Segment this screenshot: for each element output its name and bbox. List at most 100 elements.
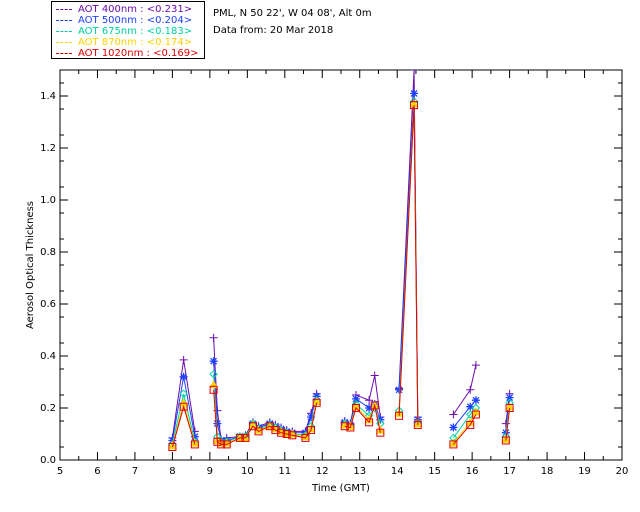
series-line [344,403,381,433]
data-point [179,389,188,398]
y-tick-label: 1.2 [40,143,56,154]
data-point [471,410,480,419]
legend-item-400nm: AOT 400nm : <0.231> [56,4,192,15]
data-point [312,398,321,407]
data-point [213,419,222,428]
data-point [449,423,458,432]
series-line [171,404,196,448]
legend-label-870nm: AOT 870nm : <0.174> [78,37,193,48]
x-tick-label: 16 [466,466,479,477]
data-point [395,385,404,394]
data-point [410,70,419,74]
series-3 [168,99,514,450]
data-point [501,419,510,428]
data-point [277,428,286,437]
x-tick-label: 15 [428,466,441,477]
data-point [248,420,258,429]
data-point [395,411,404,420]
series-line [505,407,511,441]
data-point [376,425,385,434]
data-point [209,357,218,366]
data-point [235,433,244,442]
series-0 [168,70,514,444]
legend-label-400nm: AOT 400nm : <0.231> [78,4,193,15]
data-point [307,413,316,422]
data-point [410,89,419,98]
data-point [179,402,188,411]
data-point [365,404,374,412]
site-info: PML, N 50 22', W 04 08', Alt 0m [213,8,372,19]
legend-swatch-400nm [56,8,72,10]
data-point [340,422,349,431]
x-axis-label: Time (GMT) [311,483,370,494]
data-point [190,432,199,441]
legend-label-500nm: AOT 500nm : <0.204> [78,15,193,26]
data-point [370,401,379,410]
x-tick-label: 12 [316,466,329,477]
data-point [346,423,355,432]
legend-swatch-870nm [56,41,72,43]
y-tick-label: 0.4 [40,351,56,362]
legend-swatch-675nm [56,30,72,32]
series-2 [168,96,514,449]
data-point [449,440,458,449]
data-point [365,396,374,405]
x-tick-label: 14 [391,466,404,477]
data-point [471,361,480,370]
legend-item-870nm: AOT 870nm : <0.174> [56,37,192,48]
x-tick-label: 6 [94,466,100,477]
data-point [168,443,177,451]
data-point [413,420,422,429]
date-info: Data from: 20 Mar 2018 [213,25,334,36]
data-point [179,372,188,381]
series-line [213,389,318,445]
data-point [365,418,374,427]
data-point [471,396,480,405]
data-point [190,440,199,449]
y-tick-label: 0.2 [40,403,56,414]
data-point [410,101,419,110]
legend-item-675nm: AOT 675nm : <0.183> [56,26,192,37]
y-axis-label: Aerosol Optical Thickness [25,201,36,329]
series-line [344,375,381,425]
x-tick-label: 8 [169,466,175,477]
data-point [505,404,514,412]
y-tick-label: 0.8 [40,247,56,258]
series-line [213,337,318,440]
data-point [466,420,475,429]
legend-item-500nm: AOT 500nm : <0.204> [56,15,192,26]
x-tick-label: 19 [578,466,591,477]
legend-swatch-500nm [56,19,72,21]
series-1 [168,89,514,445]
x-tick-label: 11 [278,466,291,477]
x-tick-label: 7 [132,466,138,477]
data-point [288,431,297,440]
legend-label-1020nm: AOT 1020nm : <0.169> [78,48,199,59]
data-point [217,440,226,449]
y-tick-label: 1.0 [40,195,56,206]
data-point [209,385,218,394]
data-point [376,428,385,437]
data-point [282,430,291,438]
data-point [248,422,257,431]
data-point [254,427,263,436]
plot-frame [59,69,623,461]
series-4 [168,101,514,451]
data-point [241,433,250,442]
data-point [209,369,218,379]
data-point [179,355,188,364]
data-point [209,333,218,342]
data-point [301,433,310,442]
x-tick-label: 10 [241,466,254,477]
series-line [171,393,196,445]
y-tick-label: 0.6 [40,299,56,310]
legend-swatch-1020nm [56,52,72,54]
data-point [271,426,280,435]
x-tick-label: 17 [503,466,516,477]
x-tick-label: 18 [541,466,554,477]
data-point [222,440,231,449]
data-point [351,394,360,403]
legend: AOT 400nm : <0.231> AOT 500nm : <0.204> … [51,1,205,59]
data-point [307,426,316,435]
legend-item-1020nm: AOT 1020nm : <0.169> [56,48,198,59]
